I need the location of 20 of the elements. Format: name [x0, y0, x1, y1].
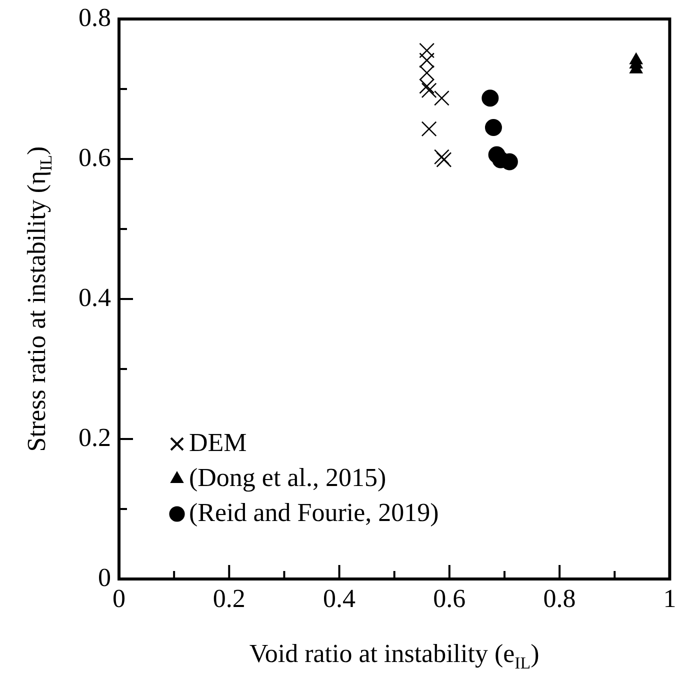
point — [484, 119, 502, 136]
x-tick-label: 0.8 — [543, 584, 576, 613]
legend-label: DEM — [189, 428, 247, 457]
x-tick-label: 0.6 — [433, 584, 466, 613]
point — [419, 42, 435, 58]
y-axis-title: Stress ratio at instability (ηIL) — [22, 146, 56, 452]
y-tick-label: 0.8 — [78, 2, 111, 32]
y-tick-label: 0.2 — [78, 422, 111, 452]
legend-label: (Reid and Fourie, 2019) — [189, 498, 439, 527]
point — [482, 90, 499, 107]
point — [434, 90, 450, 106]
point — [421, 121, 437, 137]
x-tick-label: 0.2 — [212, 584, 246, 613]
x-tick-label: 1 — [663, 584, 676, 613]
y-tick-label: 0.4 — [78, 282, 111, 312]
point — [421, 82, 437, 98]
legend-label: (Dong et al., 2015) — [189, 462, 386, 492]
y-tick-label: 0 — [98, 562, 111, 592]
x-tick-label: 0.4 — [323, 584, 356, 613]
y-tick-label: 0.6 — [78, 142, 111, 172]
